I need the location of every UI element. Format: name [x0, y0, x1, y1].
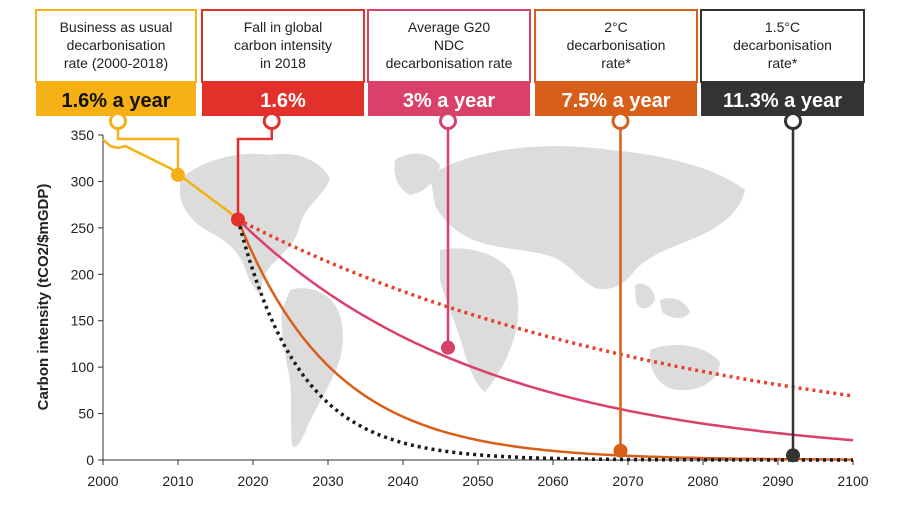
annotation-rate-label: 3% a year — [403, 90, 496, 112]
world-map-background — [180, 146, 745, 448]
annotation-description-line: rate* — [601, 55, 631, 71]
marker-layer — [171, 167, 800, 463]
annotation-description-line: 2°C — [604, 19, 628, 35]
annotation-rate-label: 7.5% a year — [562, 90, 671, 112]
series-layer — [102, 138, 854, 462]
x-tick-label: 2070 — [612, 473, 643, 489]
annotation-description-line: Average G20 — [408, 19, 490, 35]
annotation-rate-band — [368, 82, 530, 116]
annotation-rate-band — [36, 82, 196, 116]
y-tick-label: 0 — [86, 452, 94, 468]
x-tick-label: 2030 — [312, 473, 343, 489]
projection-series-line-4 — [236, 219, 853, 462]
annotation-frame — [700, 9, 865, 83]
annotation-description-line: rate* — [768, 55, 798, 71]
axes: 2000 2010 2020 2030 2040 2050 2060 2070 2080 2090… — [71, 127, 869, 489]
annotation-description-line: decarbonisation — [733, 37, 832, 53]
annotation-rate-band — [535, 82, 697, 116]
annotation-description-line: Fall in global — [244, 19, 323, 35]
x-tick-label: 2080 — [687, 473, 718, 489]
annotation-anchor-circle-2 — [262, 112, 281, 130]
annotation-box-2: Fall in global carbon intensity in 2018 1.6… — [201, 9, 365, 116]
connector-layer — [116, 121, 795, 456]
y-tick-label: 300 — [71, 173, 95, 189]
projection-series-line-3 — [236, 219, 853, 461]
annotation-rate-label: 1.6% — [260, 90, 306, 112]
data-point-marker-5 — [786, 448, 800, 463]
annotation-description-line: NDC — [434, 37, 464, 53]
x-tick-label: 2040 — [387, 473, 418, 489]
y-axis-label: Carbon intensity (tCO2/$mGDP) — [35, 184, 52, 411]
annotation-rate-band — [701, 82, 864, 116]
y-tick-label: 100 — [71, 359, 95, 375]
annotation-description-line: carbon intensity — [234, 37, 332, 53]
x-tick-label: 2050 — [462, 473, 493, 489]
annotation-frame — [201, 9, 365, 83]
x-tick-label: 2020 — [237, 473, 268, 489]
y-tick-label: 250 — [71, 220, 95, 236]
annotation-description-line: rate (2000-2018) — [64, 55, 168, 71]
annotation-rate-label: 1.6% a year — [62, 90, 171, 112]
annotation-frame — [534, 9, 698, 83]
annotation-box-5: 1.5°C decarbonisation rate* 11.3% a year — [700, 9, 865, 116]
annotation-rate-band — [202, 82, 364, 116]
annotation-description-line: in 2018 — [260, 55, 306, 71]
annotation-frame — [35, 9, 197, 83]
annotation-description-line: decarbonisation — [67, 37, 166, 53]
x-tick-label: 2000 — [87, 473, 118, 489]
header-layer: Business as usual decarbonisation rate (20… — [35, 9, 865, 130]
annotation-rate-label: 11.3% a year — [723, 90, 842, 112]
annotation-description-line: 1.5°C — [765, 19, 800, 35]
annotation-description-line: decarbonisation — [567, 37, 666, 53]
annotation-description-line: decarbonisation rate — [386, 55, 513, 71]
annotation-anchor-circle-5 — [784, 112, 802, 130]
annotation-box-1: Business as usual decarbonisation rate (20… — [35, 9, 197, 116]
y-tick-label: 350 — [71, 127, 95, 143]
data-point-marker-2 — [231, 212, 245, 227]
annotation-box-4: 2°C decarbonisation rate* 7.5% a year — [534, 9, 698, 116]
projection-series-line-1 — [237, 217, 854, 398]
data-point-marker-1 — [171, 167, 185, 182]
historical-series-line — [102, 138, 239, 221]
x-tick-label: 2010 — [162, 473, 193, 489]
annotation-anchor-circle-4 — [611, 112, 630, 130]
y-tick-label: 200 — [71, 266, 95, 282]
data-point-marker-4 — [613, 443, 628, 458]
annotation-frame — [367, 9, 531, 83]
y-tick-label: 50 — [78, 406, 94, 422]
data-point-marker-3 — [441, 340, 455, 355]
annotation-box-3: Average G20 NDC decarbonisation rate 3% a y… — [367, 9, 531, 116]
y-tick-label: 150 — [71, 313, 95, 329]
annotation-anchor-circle-1 — [109, 112, 127, 130]
x-tick-label: 2090 — [762, 473, 793, 489]
annotation-description-line: Business as usual — [60, 19, 173, 35]
projection-series-line-2 — [237, 218, 854, 442]
x-tick-label: 2100 — [837, 473, 868, 489]
annotation-anchor-circle-3 — [439, 112, 457, 130]
x-tick-label: 2060 — [537, 473, 568, 489]
